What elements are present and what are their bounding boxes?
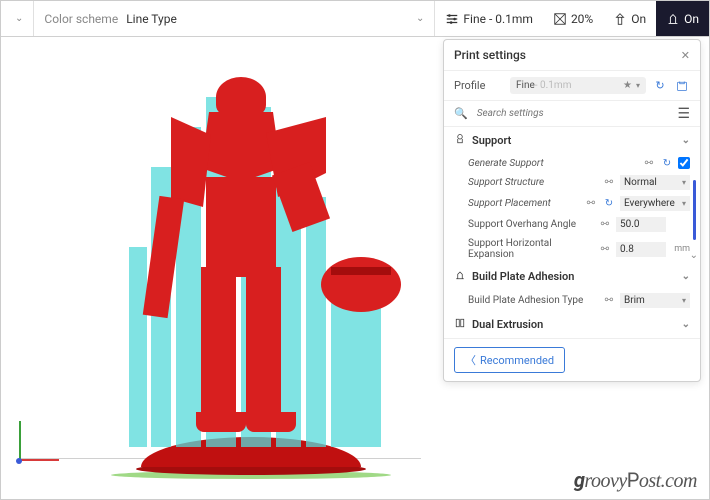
print-settings-panel: Print settings ✕ Profile Fine - 0.1mm ★ …: [443, 39, 701, 382]
generate-support-checkbox[interactable]: [678, 157, 690, 169]
reset-icon[interactable]: ↻: [660, 158, 674, 169]
link-icon[interactable]: ⚯: [642, 158, 656, 169]
link-icon[interactable]: ⚯: [598, 244, 612, 255]
link-icon[interactable]: ⚯: [598, 219, 612, 230]
infill-icon: [553, 12, 567, 26]
reset-icon[interactable]: ↻: [602, 198, 616, 209]
watermark: groovyPost.com: [574, 468, 697, 493]
adhesion-type-select[interactable]: Brim▾: [620, 293, 690, 308]
top-toolbar: ⌄ Color scheme Line Type ⌄ Fine - 0.1mm …: [1, 1, 709, 37]
star-icon: ★: [623, 80, 632, 91]
model-preview: [51, 67, 431, 487]
scrollbar-thumb[interactable]: [693, 180, 696, 240]
support-icon: [613, 12, 627, 26]
reset-profile-icon[interactable]: ↻: [652, 78, 668, 94]
chevron-left-icon: 〈: [465, 352, 476, 368]
scroll-down-icon[interactable]: ⌄: [690, 250, 698, 261]
section-adhesion[interactable]: Build Plate Adhesion ⌄: [444, 263, 700, 290]
link-icon[interactable]: ⚯: [602, 177, 616, 188]
infill-selector[interactable]: 20%: [543, 1, 603, 36]
section-support[interactable]: Support ⌄: [444, 127, 700, 154]
support-on-label: On: [631, 12, 646, 26]
search-icon: 🔍: [454, 107, 468, 120]
quality-selector[interactable]: Fine - 0.1mm: [435, 1, 543, 36]
profile-selector[interactable]: Fine - 0.1mm ★ ▾: [510, 77, 646, 94]
link-icon[interactable]: ⚯: [584, 198, 598, 209]
link-icon[interactable]: ⚯: [602, 295, 616, 306]
setting-support-structure: Support Structure ⚯ Normal▾: [444, 172, 700, 193]
color-scheme-label: Color scheme: [44, 12, 118, 26]
recommended-button[interactable]: 〈 Recommended: [454, 347, 565, 373]
search-input[interactable]: [474, 105, 672, 122]
horiz-expansion-input[interactable]: 0.8: [616, 242, 666, 257]
setting-adhesion-type: Build Plate Adhesion Type ⚯ Brim▾: [444, 290, 700, 311]
section-dual-extrusion[interactable]: Dual Extrusion ⌄: [444, 311, 700, 338]
quality-label: Fine - 0.1mm: [463, 12, 533, 26]
close-icon[interactable]: ✕: [681, 49, 690, 62]
save-profile-icon[interactable]: [674, 78, 690, 94]
setting-support-placement: Support Placement ⚯ ↻ Everywhere▾: [444, 193, 700, 214]
panel-title: Print settings: [454, 48, 526, 62]
infill-label: 20%: [571, 12, 593, 26]
dual-extrusion-icon: [454, 317, 466, 332]
support-section-icon: [454, 133, 466, 148]
color-scheme-value: Line Type: [126, 12, 177, 26]
adhesion-section-icon: [454, 269, 466, 284]
chevron-down-icon: ⌄: [682, 271, 690, 282]
axis-y-indicator: [19, 421, 21, 461]
adhesion-toggle[interactable]: On: [656, 1, 709, 36]
axis-origin-indicator: [16, 458, 22, 464]
overhang-angle-input[interactable]: 50.0: [616, 217, 666, 232]
adhesion-icon: [666, 12, 680, 26]
setting-generate-support: Generate Support ⚯ ↻: [444, 154, 700, 172]
adhesion-on-label: On: [684, 12, 699, 26]
chevron-down-icon: ⌄: [682, 135, 690, 146]
support-toggle[interactable]: On: [603, 1, 656, 36]
profile-label: Profile: [454, 79, 504, 92]
sliders-icon: [445, 12, 459, 26]
view-dropdown[interactable]: ⌄: [1, 1, 34, 36]
support-placement-select[interactable]: Everywhere▾: [620, 196, 690, 211]
color-scheme-dropdown[interactable]: Color scheme Line Type ⌄: [34, 1, 435, 36]
support-structure-select[interactable]: Normal▾: [620, 175, 690, 190]
setting-horiz-expansion: Support Horizontal Expansion ⚯ 0.8 mm: [444, 235, 700, 263]
setting-overhang-angle: Support Overhang Angle ⚯ 50.0: [444, 214, 700, 235]
chevron-down-icon: ⌄: [682, 319, 690, 330]
settings-menu-icon[interactable]: ☰: [677, 106, 690, 122]
